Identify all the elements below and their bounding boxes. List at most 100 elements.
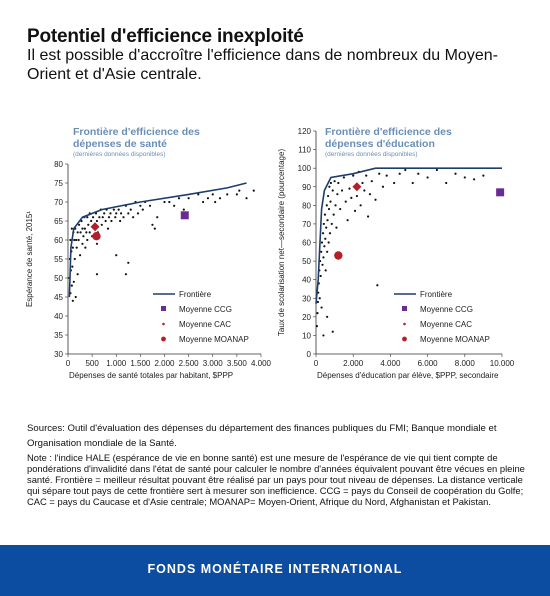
country-point	[330, 222, 333, 226]
country-point	[100, 223, 103, 226]
country-point	[361, 181, 364, 185]
chart-subtitle: (dernières données disponibles)	[73, 151, 166, 158]
country-point	[77, 238, 80, 242]
country-point	[482, 174, 485, 177]
x-tick-label: 0	[314, 359, 319, 368]
y-tick-label: 50	[54, 274, 63, 283]
country-point	[141, 208, 144, 211]
y-tick-label: 60	[302, 239, 311, 248]
y-tick-label: 120	[298, 127, 312, 136]
country-point	[104, 219, 107, 223]
country-point	[115, 254, 118, 257]
y-tick-label: 40	[54, 312, 63, 321]
country-point	[370, 180, 373, 183]
country-point	[83, 227, 86, 230]
moanap-average-marker	[92, 232, 101, 241]
country-point	[374, 198, 377, 201]
country-point	[321, 232, 325, 235]
x-tick-label: 8.000	[455, 359, 476, 368]
y-tick-label: 10	[302, 331, 311, 340]
country-point	[350, 196, 353, 199]
country-point	[363, 189, 366, 192]
country-point	[86, 238, 89, 242]
country-point	[326, 315, 329, 318]
note-text: Note : l'indice HALE (espérance de vie e…	[27, 452, 525, 507]
x-tick-label: 500	[85, 359, 99, 368]
country-point	[197, 193, 200, 196]
y-tick-label: 70	[302, 220, 311, 229]
chart-title-line: Frontière d'efficience des	[73, 126, 200, 138]
country-point	[122, 216, 125, 219]
x-axis-label: Dépenses d'éducation par élève, $PPP, se…	[317, 371, 499, 380]
country-point	[325, 204, 328, 207]
health-efficiency-chart: Frontière d'efficience des dépenses de sa…	[20, 120, 275, 395]
country-point	[98, 216, 101, 219]
country-point	[119, 212, 123, 215]
country-point	[318, 297, 321, 300]
y-tick-label: 60	[54, 236, 63, 245]
country-point	[336, 193, 339, 196]
country-point	[95, 242, 99, 245]
page-title: Potentiel d'efficience inexploité	[27, 26, 304, 47]
country-point	[163, 200, 166, 204]
country-point	[75, 246, 78, 249]
country-point	[327, 241, 330, 244]
country-point	[331, 189, 334, 192]
country-point	[322, 222, 325, 226]
country-point	[335, 226, 338, 229]
country-point	[74, 295, 77, 299]
cac-average-marker	[352, 182, 362, 192]
country-point	[132, 216, 135, 219]
country-point	[218, 197, 222, 200]
y-tick-label: 35	[54, 331, 63, 340]
country-point	[71, 265, 74, 268]
legend-frontier-label: Frontière	[420, 290, 453, 299]
y-tick-label: 90	[302, 183, 311, 192]
legend-ccg-label: Moyenne CCG	[420, 305, 473, 314]
country-point	[326, 250, 329, 253]
country-point	[88, 231, 91, 234]
country-point	[90, 219, 93, 223]
legend-cac-label: Moyenne CAC	[179, 320, 231, 329]
country-point	[411, 181, 414, 185]
country-point	[426, 176, 429, 179]
country-point	[327, 207, 331, 211]
country-point	[71, 299, 74, 302]
country-point	[319, 274, 322, 278]
country-point	[87, 223, 90, 226]
country-point	[106, 227, 110, 230]
country-point	[326, 219, 329, 222]
country-point	[398, 172, 401, 175]
legend-ccg-swatch	[402, 306, 407, 311]
x-tick-label: 0	[66, 359, 71, 368]
country-point	[332, 213, 335, 216]
country-point	[378, 172, 381, 175]
x-tick-label: 1.500	[130, 359, 151, 368]
country-point	[328, 232, 332, 235]
country-point	[252, 189, 255, 192]
country-point	[339, 207, 342, 211]
x-tick-label: 2.000	[154, 359, 175, 368]
cac-average-marker	[90, 222, 100, 232]
frontier-line	[315, 167, 502, 304]
legend-cac-label: Moyenne CAC	[420, 320, 472, 329]
country-point	[348, 187, 351, 190]
country-point	[359, 204, 362, 207]
country-point	[72, 280, 75, 283]
country-point	[211, 193, 214, 196]
country-point	[73, 238, 76, 242]
country-point	[368, 193, 372, 196]
y-tick-label: 50	[302, 257, 311, 266]
country-point	[117, 208, 120, 211]
country-point	[445, 181, 448, 185]
country-point	[75, 238, 78, 242]
country-point	[81, 242, 84, 245]
country-point	[127, 261, 130, 264]
x-tick-label: 6.000	[418, 359, 439, 368]
x-tick-label: 4.000	[251, 359, 272, 368]
country-point	[463, 176, 466, 179]
footer-bar: FONDS MONÉTAIRE INTERNATIONAL	[0, 545, 550, 596]
country-point	[127, 212, 130, 215]
